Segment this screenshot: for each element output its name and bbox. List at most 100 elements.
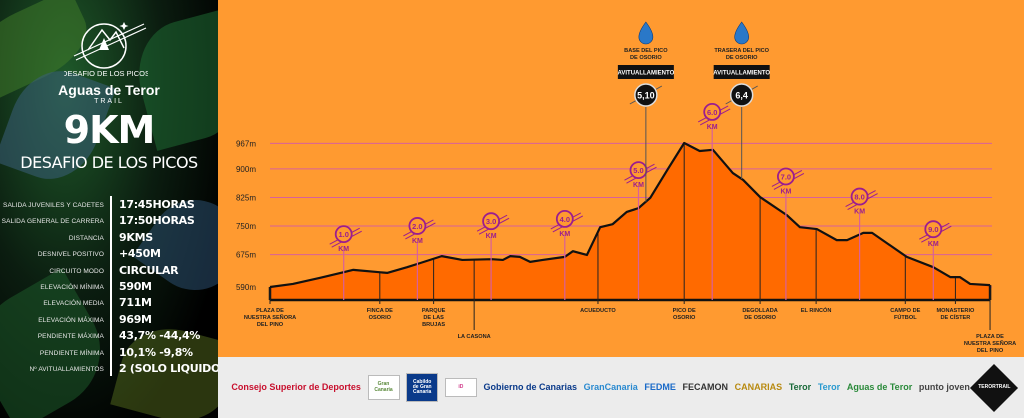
km-marker-label: 5.0 bbox=[633, 166, 643, 175]
waypoint-label: DEGOLLADA bbox=[742, 308, 777, 314]
aid-station-tag: AVITUALLAMIENTO bbox=[713, 71, 770, 77]
km-marker-unit: KM bbox=[928, 241, 939, 248]
event-info-panel: DESAFIO DE LOS PICOS Aguas de Teror TRAI… bbox=[0, 0, 218, 418]
stat-row: Distancia 9KMS bbox=[0, 231, 218, 247]
svg-text:DESAFIO DE LOS PICOS: DESAFIO DE LOS PICOS bbox=[64, 69, 148, 78]
brand-subtitle: TRAIL bbox=[94, 98, 124, 105]
stat-value: CIRCULAR bbox=[119, 263, 179, 277]
desafio-de-los-picos-logo: DESAFIO DE LOS PICOS bbox=[64, 22, 148, 78]
waypoint-label: NUESTRA SEÑORA bbox=[964, 340, 1016, 347]
stat-row: Pendiente máxima 43,7% -44,4% bbox=[0, 329, 218, 345]
km-marker-circle bbox=[703, 103, 722, 121]
km-marker-label: 1.0 bbox=[338, 230, 348, 239]
sponsor-logo: Teror bbox=[817, 381, 841, 392]
km-marker-unit: KM bbox=[412, 238, 423, 245]
stat-row: Desnivel positivo +450M bbox=[0, 247, 218, 263]
aid-station-tag: AVITUALLAMIENTO bbox=[617, 71, 674, 77]
km-marker-unit: KM bbox=[633, 182, 644, 189]
race-name: DESAFIO DE LOS PICOS bbox=[20, 153, 198, 172]
km-marker-unit: KM bbox=[486, 233, 497, 240]
sponsor-logo: Teror bbox=[788, 381, 812, 392]
profile-area bbox=[270, 142, 991, 300]
km-marker-circle bbox=[924, 220, 943, 239]
aid-station-place: BASE DEL PICO bbox=[624, 48, 668, 54]
km-marker-circle bbox=[482, 212, 501, 231]
sponsor-logo: TERORTRAIL bbox=[969, 363, 1018, 412]
sponsor-logo: Aguas de Teror bbox=[846, 381, 913, 392]
stat-label: Salida juveniles y cadetes bbox=[3, 202, 104, 209]
stat-label: Desnivel positivo bbox=[37, 251, 104, 259]
sponsor-logo: punto joven bbox=[918, 381, 970, 392]
waypoint-label: DE OSORIO bbox=[744, 315, 776, 321]
stat-row: Circuito modo CIRCULAR bbox=[0, 264, 218, 280]
stat-value: 17:50HORAS bbox=[119, 214, 195, 228]
aid-station-place: TRASERA DEL PICO bbox=[714, 48, 769, 54]
stat-value: 2 (SOLO LIQUIDOS) bbox=[119, 362, 218, 375]
aid-station-km-circle bbox=[634, 83, 658, 107]
profile-line bbox=[269, 141, 991, 289]
km-marker-label: 4.0 bbox=[560, 215, 570, 224]
y-tick-label: 900m bbox=[236, 165, 256, 174]
waypoint-label: NUESTRA SEÑORA bbox=[244, 314, 296, 321]
waypoint-label: MONASTERIO bbox=[936, 308, 975, 314]
y-tick-label: 675m bbox=[236, 251, 256, 260]
stat-value: 590M bbox=[119, 280, 152, 293]
sponsor-logo: Consejo Superior de Deportes bbox=[231, 381, 361, 392]
sponsor-logo: Gran Canaria bbox=[367, 375, 400, 400]
stat-value: 969M bbox=[119, 312, 152, 326]
stats-divider bbox=[110, 196, 112, 376]
sponsor-logo: CANARIAS bbox=[734, 381, 783, 392]
sponsor-name: TERORTRAIL bbox=[977, 383, 1010, 390]
waypoint-label: PLAZA DE bbox=[976, 334, 1004, 340]
stat-label: Salida general de carrera bbox=[1, 218, 104, 226]
waypoint-label: BRUJAS bbox=[422, 322, 445, 328]
sponsor-logo: GranCanaria bbox=[583, 381, 638, 392]
stat-label: Elevación máxima bbox=[38, 316, 104, 324]
stat-value: 9KMS bbox=[119, 230, 153, 244]
km-marker-label: 7.0 bbox=[781, 172, 791, 181]
aid-station-place: DE OSORIO bbox=[630, 55, 662, 61]
stat-label: Distancia bbox=[68, 234, 104, 242]
km-marker-unit: KM bbox=[338, 246, 349, 253]
km-marker-label: 2.0 bbox=[412, 222, 422, 231]
waypoint-label: DE CÍSTER bbox=[940, 313, 970, 321]
sponsor-logo: Cabildo de Gran Canaria bbox=[406, 372, 439, 403]
aid-station-place: DE OSORIO bbox=[726, 55, 758, 61]
waypoint-label: EL RINCÓN bbox=[801, 306, 832, 314]
sponsor-logo: Gobierno de Canarias bbox=[483, 381, 578, 392]
stat-label: Elevación mínima bbox=[40, 284, 104, 291]
stat-label: Elevación media bbox=[43, 300, 104, 308]
km-marker-circle bbox=[850, 187, 869, 206]
sponsor-logo: FECAMON bbox=[682, 381, 729, 392]
stat-value: 17:45HORAS bbox=[119, 198, 195, 211]
waypoint-label: DEL PINO bbox=[977, 348, 1004, 354]
km-marker-unit: KM bbox=[854, 209, 865, 216]
stat-row: Salida general de carrera 17:50HORAS bbox=[0, 214, 218, 230]
race-distance: 9KM bbox=[63, 108, 156, 152]
aid-station-km: 5,10 bbox=[637, 91, 655, 101]
stat-label: Pendiente mínima bbox=[39, 349, 104, 357]
km-marker-label: 3.0 bbox=[486, 217, 496, 226]
km-marker-unit: KM bbox=[559, 231, 570, 238]
brand-name: Aguas de Teror bbox=[58, 82, 160, 98]
waypoint-label: ACUEDUCTO bbox=[580, 308, 616, 314]
sponsor-logo: iD bbox=[444, 377, 477, 398]
stat-value: 43,7% -44,4% bbox=[119, 329, 201, 343]
water-drop-icon bbox=[734, 21, 749, 45]
stat-row: Pendiente mínima 10,1% -9,8% bbox=[0, 346, 218, 362]
waypoint-label: OSORIO bbox=[673, 315, 696, 321]
km-marker-circle bbox=[555, 210, 574, 228]
stat-value: +450M bbox=[119, 247, 161, 261]
water-drop-icon bbox=[638, 21, 654, 45]
stat-row: Elevación máxima 969M bbox=[0, 313, 218, 329]
stat-label: Nº avituallamientos bbox=[29, 366, 104, 373]
waypoint-label: PLAZA DE bbox=[256, 308, 284, 314]
km-marker-label: 6.0 bbox=[707, 108, 717, 117]
km-marker-circle bbox=[408, 217, 427, 235]
stat-row: Salida juveniles y cadetes 17:45HORAS bbox=[0, 198, 218, 214]
km-marker-label: 8.0 bbox=[854, 193, 864, 202]
stat-label: Pendiente máxima bbox=[37, 333, 104, 341]
aid-station-tag-box bbox=[713, 65, 770, 79]
km-marker-circle bbox=[629, 161, 648, 180]
